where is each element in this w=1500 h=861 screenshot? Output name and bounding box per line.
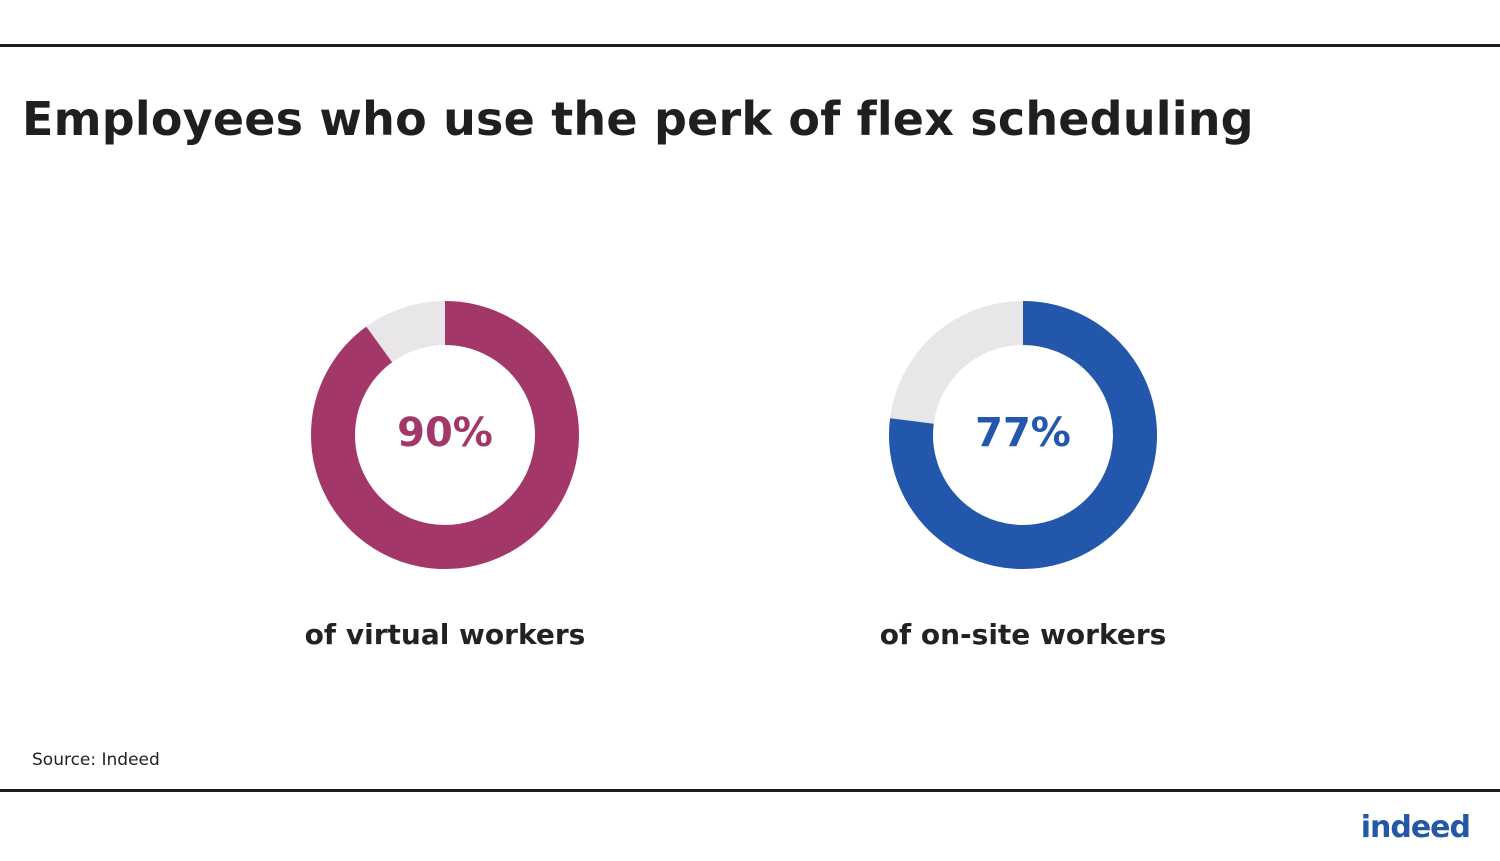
donut-value-virtual: 90%: [397, 410, 493, 456]
source-note: Source: Indeed: [32, 750, 160, 770]
donut-label-onsite: of on-site workers: [880, 618, 1167, 651]
indeed-logo: indeed: [1360, 810, 1471, 845]
donut-label-virtual: of virtual workers: [305, 618, 586, 651]
top-rule: [0, 44, 1500, 47]
bottom-rule: [0, 789, 1500, 792]
donut-arc-onsite: [889, 301, 1157, 569]
donut-arc-virtual: [311, 301, 579, 569]
donut-onsite: 77% of on-site workers: [880, 301, 1167, 651]
donut-virtual: 90% of virtual workers: [305, 301, 586, 651]
donut-value-onsite: 77%: [975, 410, 1071, 456]
chart-title: Employees who use the perk of flex sched…: [22, 92, 1254, 146]
